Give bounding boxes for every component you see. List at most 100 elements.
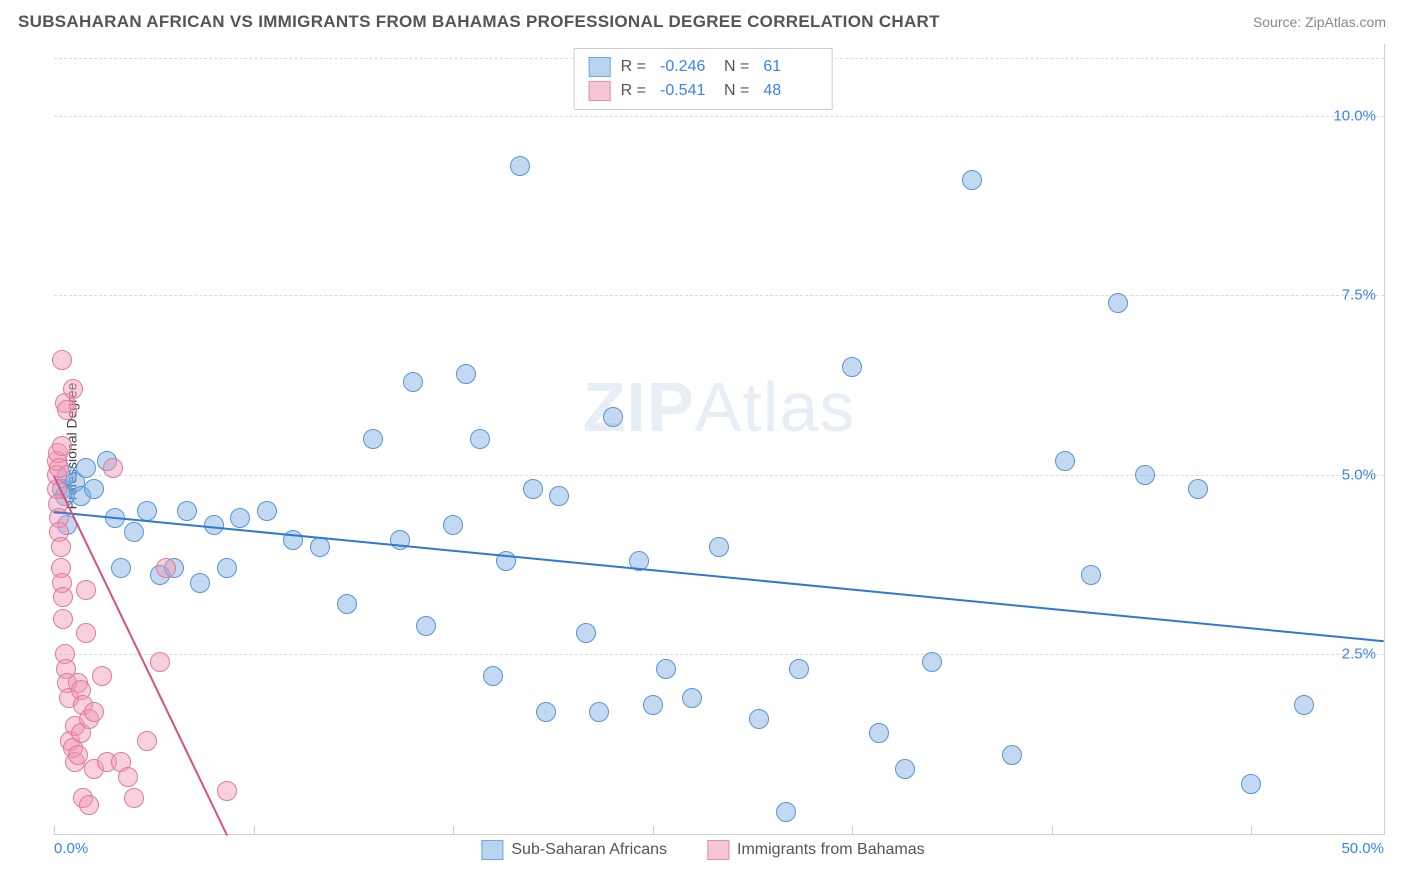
data-point	[76, 458, 96, 478]
data-point	[1108, 293, 1128, 313]
legend-swatch	[707, 840, 729, 860]
data-point	[68, 745, 88, 765]
data-point	[363, 429, 383, 449]
data-point	[470, 429, 490, 449]
stat-label-r: R =	[621, 79, 646, 103]
watermark: ZIPAtlas	[583, 367, 856, 447]
stats-legend: R = -0.246 N = 61 R = -0.541 N = 48	[574, 48, 833, 110]
data-point	[523, 479, 543, 499]
stat-label-n: N =	[724, 55, 749, 79]
data-point	[84, 479, 104, 499]
legend-item: Immigrants from Bahamas	[707, 840, 925, 860]
data-point	[310, 537, 330, 557]
y-tick-label: 5.0%	[1342, 466, 1376, 483]
data-point	[190, 573, 210, 593]
gridline	[54, 654, 1384, 655]
data-point	[63, 379, 83, 399]
data-point	[589, 702, 609, 722]
stat-value-n: 61	[763, 55, 817, 79]
data-point	[84, 702, 104, 722]
data-point	[156, 558, 176, 578]
data-point	[576, 623, 596, 643]
gridline	[54, 295, 1384, 296]
data-point	[217, 781, 237, 801]
data-point	[776, 802, 796, 822]
data-point	[217, 558, 237, 578]
data-point	[1055, 451, 1075, 471]
data-point	[869, 723, 889, 743]
data-point	[124, 788, 144, 808]
stat-value-n: 48	[763, 79, 817, 103]
data-point	[549, 486, 569, 506]
data-point	[52, 436, 72, 456]
x-axis-max-label: 50.0%	[1341, 840, 1384, 857]
data-point	[643, 695, 663, 715]
x-tick	[1251, 826, 1252, 834]
data-point	[53, 609, 73, 629]
stat-label-n: N =	[724, 79, 749, 103]
data-point	[1294, 695, 1314, 715]
x-tick	[54, 826, 55, 834]
data-point	[257, 501, 277, 521]
series-legend: Sub-Saharan Africans Immigrants from Baha…	[481, 840, 924, 860]
data-point	[603, 407, 623, 427]
data-point	[1081, 565, 1101, 585]
data-point	[1188, 479, 1208, 499]
stat-value-r: -0.541	[660, 79, 714, 103]
data-point	[76, 623, 96, 643]
legend-item: Sub-Saharan Africans	[481, 840, 667, 860]
stats-legend-row: R = -0.541 N = 48	[589, 79, 818, 103]
data-point	[510, 156, 530, 176]
data-point	[1002, 745, 1022, 765]
data-point	[52, 350, 72, 370]
data-point	[230, 508, 250, 528]
stat-label-r: R =	[621, 55, 646, 79]
data-point	[150, 652, 170, 672]
data-point	[57, 400, 77, 420]
legend-swatch	[589, 81, 611, 101]
data-point	[962, 170, 982, 190]
data-point	[416, 616, 436, 636]
gridline	[54, 475, 1384, 476]
scatter-plot: ZIPAtlas 2.5% 5.0% 7.5% 10.0%	[54, 44, 1385, 835]
legend-label: Sub-Saharan Africans	[511, 841, 667, 859]
data-point	[118, 767, 138, 787]
source-label: Source: ZipAtlas.com	[1253, 14, 1386, 30]
data-point	[709, 537, 729, 557]
y-tick-label: 2.5%	[1342, 646, 1376, 663]
data-point	[842, 357, 862, 377]
data-point	[483, 666, 503, 686]
data-point	[682, 688, 702, 708]
data-point	[456, 364, 476, 384]
data-point	[51, 537, 71, 557]
chart-title: SUBSAHARAN AFRICAN VS IMMIGRANTS FROM BA…	[18, 12, 940, 32]
y-tick-label: 10.0%	[1333, 107, 1376, 124]
data-point	[124, 522, 144, 542]
data-point	[337, 594, 357, 614]
data-point	[79, 795, 99, 815]
data-point	[92, 666, 112, 686]
data-point	[177, 501, 197, 521]
stats-legend-row: R = -0.246 N = 61	[589, 55, 818, 79]
data-point	[922, 652, 942, 672]
y-tick-label: 7.5%	[1342, 287, 1376, 304]
x-tick	[254, 826, 255, 834]
gridline	[54, 116, 1384, 117]
data-point	[749, 709, 769, 729]
legend-swatch	[589, 57, 611, 77]
data-point	[443, 515, 463, 535]
x-tick	[1052, 826, 1053, 834]
data-point	[656, 659, 676, 679]
data-point	[403, 372, 423, 392]
data-point	[111, 558, 131, 578]
x-tick	[653, 826, 654, 834]
data-point	[895, 759, 915, 779]
legend-label: Immigrants from Bahamas	[737, 841, 925, 859]
data-point	[789, 659, 809, 679]
data-point	[536, 702, 556, 722]
stat-value-r: -0.246	[660, 55, 714, 79]
data-point	[76, 580, 96, 600]
legend-swatch	[481, 840, 503, 860]
data-point	[49, 458, 69, 478]
x-tick	[852, 826, 853, 834]
